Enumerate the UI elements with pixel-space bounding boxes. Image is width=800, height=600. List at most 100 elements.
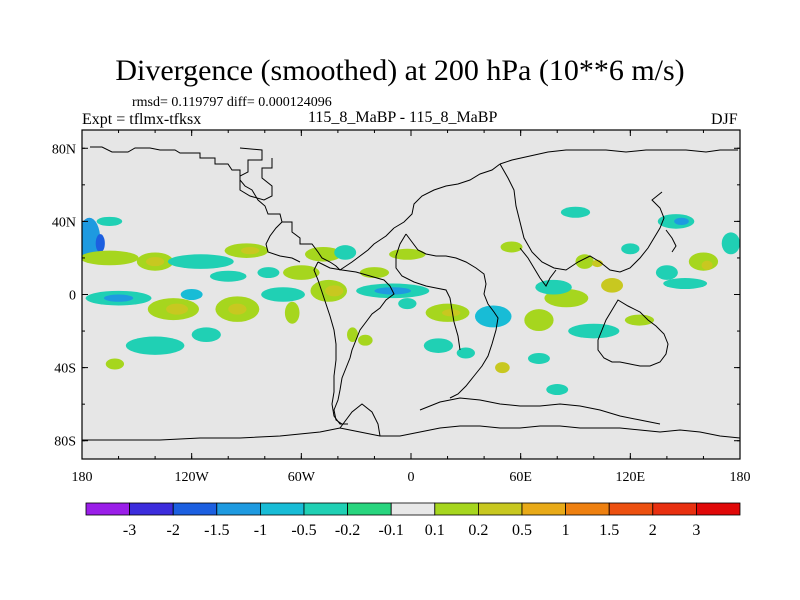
field-blob (347, 327, 358, 343)
coastlines (82, 146, 740, 441)
colorbar-label: -1.5 (204, 522, 229, 539)
lon-tick-label: 60E (509, 470, 532, 485)
colorbar-swatch (303, 502, 348, 516)
field-blob (96, 216, 123, 226)
field-blob (325, 285, 344, 297)
lon-tick-label: 120E (616, 470, 646, 485)
colorbar-label: -3 (123, 522, 136, 539)
field-blob (560, 206, 591, 218)
colorbar-swatch (434, 502, 479, 516)
colorbar-label: 0.2 (468, 522, 488, 539)
field-blob (82, 217, 101, 262)
field-blob (495, 362, 510, 374)
field-blob (82, 250, 139, 266)
lon-tick-label: 120W (175, 470, 210, 485)
colorbar-swatch (129, 502, 174, 516)
coastline-north-america (90, 146, 395, 271)
lon-tick-label: 180 (730, 470, 751, 485)
colorbar-label: -0.5 (291, 522, 316, 539)
field-blob (304, 246, 342, 262)
colorbar-swatch (521, 502, 566, 516)
field-blob (166, 303, 189, 315)
colorbar-label: 0.1 (425, 522, 445, 539)
colorbar-swatch (216, 502, 261, 516)
lat-tick-label: 80N (52, 142, 76, 157)
field-blob (674, 217, 689, 226)
colorbar-swatch (347, 502, 392, 516)
coastline-africa (405, 233, 499, 399)
field-blob (241, 246, 260, 255)
field-blob (334, 245, 357, 260)
subtitle-center: 115_8_MaBP - 115_8_MaBP (308, 109, 498, 126)
field-blob (389, 248, 426, 260)
coastline-greenland (239, 147, 273, 201)
field-blob (95, 234, 105, 253)
axis-ticks: 80N 40N 0 40S 80S 180 120W 60W 0 60E 120E 180 (52, 130, 751, 485)
season-label: DJF (711, 111, 738, 128)
field-blob (456, 347, 475, 359)
field-blob (261, 287, 305, 302)
field-blob (621, 243, 640, 255)
divergence-field (82, 206, 740, 396)
coastline-australia (597, 299, 669, 367)
colorbar-swatch (652, 502, 697, 516)
colorbar-swatch (172, 502, 218, 516)
coastline-weddell (339, 403, 381, 437)
coastline-india (519, 247, 557, 287)
plot-title: Divergence (smoothed) at 200 hPa (10**6 … (115, 54, 685, 87)
field-blob (283, 265, 320, 280)
colorbar-label: -2 (167, 522, 180, 539)
coastline-gulf (265, 221, 301, 263)
coastline-africa-west (395, 233, 461, 351)
colorbar-label: 2 (649, 522, 657, 539)
colorbar-swatch (696, 502, 741, 516)
coastline-south-america-west (313, 261, 348, 425)
field-blob (284, 301, 300, 324)
field-blob (535, 279, 572, 295)
field-blob (257, 267, 280, 279)
stats-text: rmsd= 0.119797 diff= 0.000124096 (132, 95, 332, 110)
colorbar-label: 0.5 (512, 522, 532, 539)
colorbar-label: -1 (254, 522, 267, 539)
field-blob (663, 278, 708, 290)
field-blob (145, 257, 165, 267)
field-blob (180, 289, 203, 300)
field-blob (125, 336, 185, 355)
experiment-label: Expt = tflmx-tfksx (82, 111, 202, 128)
lon-tick-label: 60W (288, 470, 316, 485)
coastline-south-america (317, 261, 395, 425)
field-blob (474, 305, 512, 328)
colorbar-swatch (608, 502, 654, 516)
field-blob (398, 298, 417, 310)
field-blob (500, 241, 523, 253)
field-blob (721, 232, 740, 255)
lat-tick-label: 80S (54, 435, 76, 450)
colorbar-label: -0.1 (379, 522, 404, 539)
lat-tick-label: 0 (69, 289, 76, 304)
colorbar-label: 3 (692, 522, 700, 539)
lat-tick-label: 40N (52, 215, 76, 230)
field-blob (191, 327, 221, 343)
field-blob (568, 323, 620, 339)
colorbar-swatch (477, 502, 523, 516)
field-blob (209, 270, 247, 282)
field-blob (105, 358, 125, 370)
lon-tick-label: 180 (72, 470, 93, 485)
field-blob (357, 334, 373, 346)
field-blob (524, 309, 554, 332)
colorbar-label: 1.5 (599, 522, 619, 539)
coastline-asia-south (499, 163, 665, 273)
field-blob (575, 254, 594, 269)
field-blob (624, 314, 655, 326)
field-blob (601, 278, 624, 293)
colorbar-swatch (390, 502, 436, 516)
field-blob (546, 384, 569, 396)
colorbar-swatch (259, 502, 305, 516)
field-blob (228, 303, 247, 315)
lon-tick-label: 0 (408, 470, 415, 485)
colorbar-swatch (85, 502, 130, 516)
colorbar-label: -0.2 (335, 522, 360, 539)
field-blob (423, 338, 454, 353)
field-blob (442, 309, 461, 317)
